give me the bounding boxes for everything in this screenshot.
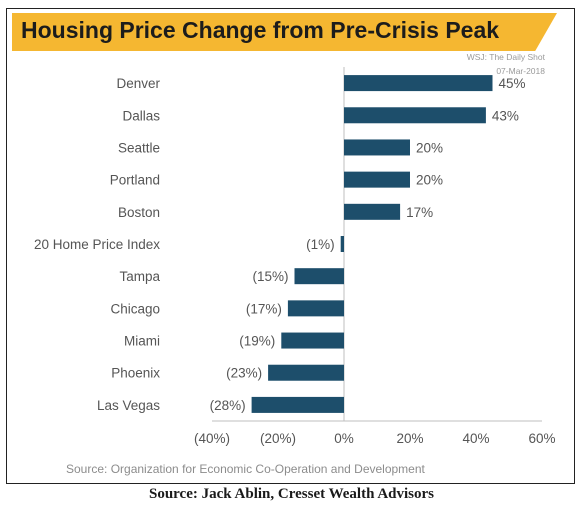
category-label-11: Las Vegas [97, 398, 160, 413]
bar-5 [344, 203, 401, 220]
category-label-1: Denver [116, 76, 160, 91]
category-label-6: 20 Home Price Index [34, 237, 160, 252]
caption: Source: Jack Ablin, Cresset Wealth Advis… [148, 486, 435, 502]
category-label-9: Miami [124, 334, 160, 349]
bar-7 [294, 268, 344, 285]
x-tick-label-5: 40% [462, 431, 489, 446]
data-label-10: (23%) [226, 366, 262, 381]
watermark-line-2: 07-Mar-2018 [496, 66, 545, 76]
data-label-9: (19%) [239, 334, 275, 349]
bar-4 [344, 171, 410, 188]
category-label-4: Portland [110, 173, 160, 188]
bar-10 [268, 364, 344, 381]
data-label-5: 17% [406, 205, 433, 220]
bar-11 [251, 396, 344, 413]
category-label-2: Dallas [122, 108, 160, 123]
chart-title: Housing Price Change from Pre-Crisis Pea… [21, 17, 500, 43]
category-label-3: Seattle [118, 140, 160, 155]
x-tick-label-1: (40%) [194, 431, 230, 446]
category-label-7: Tampa [119, 269, 160, 284]
bar-9 [281, 332, 344, 349]
data-label-3: 20% [416, 140, 443, 155]
bar-2 [344, 107, 486, 124]
data-label-11: (28%) [210, 398, 246, 413]
bar-1 [344, 75, 493, 92]
x-tick-label-3: 0% [334, 431, 354, 446]
data-label-2: 43% [492, 108, 519, 123]
x-tick-label-4: 20% [396, 431, 423, 446]
data-label-1: 45% [499, 76, 526, 91]
source-note: Source: Organization for Economic Co-Ope… [66, 462, 425, 476]
bar-6 [340, 236, 344, 252]
category-label-8: Chicago [110, 301, 160, 316]
data-label-8: (17%) [246, 301, 282, 316]
x-tick-label-2: (20%) [260, 431, 296, 446]
title-banner [12, 13, 557, 51]
category-label-10: Phoenix [111, 366, 160, 381]
watermark-line-1: WSJ: The Daily Shot [466, 52, 545, 62]
data-label-4: 20% [416, 173, 443, 188]
data-label-6: (1%) [306, 237, 335, 252]
x-tick-label-6: 60% [528, 431, 555, 446]
bar-8 [287, 300, 344, 317]
data-label-7: (15%) [252, 269, 288, 284]
category-label-5: Boston [118, 205, 160, 220]
bar-3 [344, 139, 410, 156]
